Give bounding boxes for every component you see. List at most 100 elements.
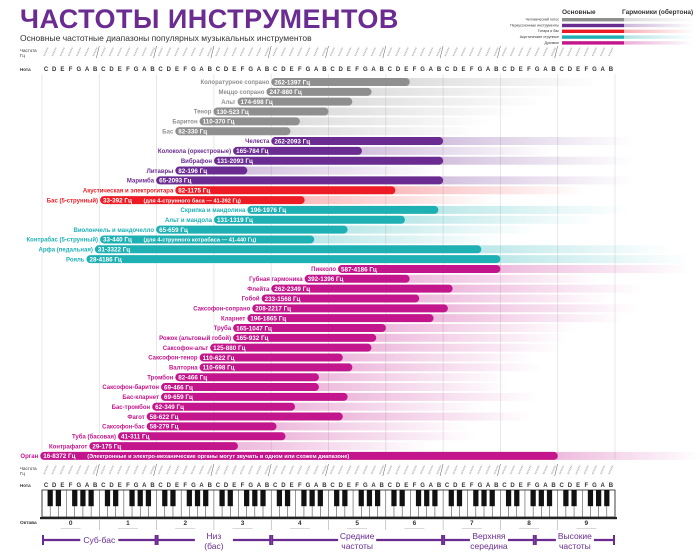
harmonics-bar	[338, 353, 534, 362]
legend-swatch-fundamental	[562, 35, 624, 39]
top-axis-note-letter: C	[216, 67, 221, 73]
range-label: 28-4186 Гц	[89, 256, 121, 263]
bottom-axis-freq-tick	[256, 464, 262, 475]
bottom-axis-note-letter: E	[576, 483, 580, 489]
top-axis-freq-tick	[256, 46, 262, 57]
harmonics-bar	[391, 186, 586, 195]
band-label: Суб-бас	[83, 535, 116, 545]
top-axis-note-letter: E	[576, 67, 580, 73]
instrument-label: Рояль	[66, 257, 85, 263]
instrument-row: Альт и мандола 131-1319 Гц	[165, 215, 596, 224]
instrument-row: Скрипка и мандолина 196-1976 Гц	[181, 205, 629, 214]
top-axis-freq-tick	[43, 46, 49, 57]
top-axis-freq-tick	[190, 46, 197, 57]
fundamental-bar	[214, 156, 444, 165]
legend-swatch-harmonics	[624, 18, 694, 22]
instrument-row: Виолончель и мандочелло 65-659 Гц	[74, 225, 538, 234]
range-label: 110-370 Гц	[203, 119, 235, 126]
range-label: 196-1976 Гц	[250, 207, 286, 214]
instrument-label: Челеста	[245, 139, 270, 145]
instrument-row: Меццо сопрано 247-880 Гц	[218, 87, 562, 96]
instrument-label: Валторна	[169, 366, 198, 372]
fundamental-bar	[233, 146, 362, 155]
range-label: 31-3322 Гц	[98, 247, 130, 254]
bottom-axis-note-letter: D	[52, 483, 57, 489]
top-axis-note-letter: C	[330, 67, 335, 73]
top-axis-note-letter: F	[241, 67, 245, 73]
instrument-label: Флейта	[247, 286, 270, 293]
harmonics-bar	[314, 383, 510, 392]
instrument-row: Литавры 82-196 Гц	[147, 166, 438, 175]
bottom-axis-freq-tick	[542, 464, 549, 475]
top-axis-freq-tick	[468, 46, 475, 57]
bottom-axis-note-letter: A	[486, 483, 491, 489]
fundamental-bar	[304, 274, 410, 283]
instrument-label: Гобой	[242, 296, 260, 303]
top-axis-freq-tick	[387, 46, 393, 57]
instrument-label: Контрафагот	[49, 443, 87, 450]
harmonics-bar	[243, 166, 438, 175]
fundamental-bar	[261, 294, 420, 303]
page-title: ЧАСТОТЫ ИНСТРУМЕНТОВ	[20, 4, 399, 34]
instrument-label: Туба (басовая)	[72, 433, 116, 440]
fundamental-bar	[117, 432, 286, 441]
top-axis-note-label: Нота	[20, 67, 31, 72]
top-axis-freq-tick	[370, 46, 377, 57]
top-axis-note-letter: G	[535, 67, 540, 73]
range-label: 165-1047 Гц	[236, 325, 272, 332]
instrument-row: Бас-кларнет 69-659 Гц	[122, 392, 538, 401]
harmonics-bar	[343, 392, 538, 401]
bottom-axis-freq-tick	[346, 464, 352, 475]
top-axis-note-letter: A	[601, 67, 606, 73]
legend-swatch-fundamental	[562, 41, 624, 45]
top-axis-note-letter: A	[314, 67, 319, 73]
black-key	[424, 490, 430, 507]
bottom-axis-freq-tick	[468, 464, 475, 475]
bottom-axis-freq-tick	[583, 464, 590, 475]
top-axis-freq-tick	[337, 46, 344, 57]
range-label: 233-1568 Гц	[265, 296, 301, 303]
bottom-axis-octave-slash	[267, 463, 272, 477]
top-axis-note-letter: E	[404, 67, 408, 73]
harmonics-bar	[372, 333, 567, 342]
harmonics-bar	[400, 215, 596, 224]
top-axis-note-letter: D	[224, 67, 229, 73]
harmonics-bar	[348, 97, 543, 106]
top-axis-freq-tick	[411, 46, 418, 57]
range-label: 58-622 Гц	[150, 414, 179, 421]
fundamental-bar	[266, 87, 372, 96]
top-axis-freq-tick	[452, 46, 459, 57]
harmonics-bar	[357, 146, 553, 155]
bottom-axis-freq-tick	[51, 464, 57, 475]
top-axis-octave-slash	[497, 45, 501, 59]
harmonics-bar	[233, 442, 429, 451]
instrument-row: Бас (5-струнный) 33-392 Гц (для 4-струнног…	[47, 196, 495, 204]
black-key	[88, 490, 94, 507]
harmonics-bar	[367, 87, 562, 96]
instrument-label: Фагот	[127, 415, 144, 421]
top-axis-freq-tick	[378, 46, 385, 57]
instrument-label: Бас-кларнет	[122, 395, 159, 401]
top-axis-octave-slash	[267, 45, 272, 59]
harmonics-bar	[324, 107, 519, 116]
range-label: 131-2093 Гц	[217, 158, 253, 165]
top-axis-freq-tick	[223, 46, 229, 57]
band-label: Верхняя	[472, 531, 506, 541]
range-label: 65-659 Гц	[159, 227, 188, 234]
top-axis-freq-tick	[67, 46, 74, 57]
range-label: 262-2349 Гц	[274, 286, 310, 293]
bottom-axis-freq-tick	[329, 464, 336, 475]
fundamental-bar	[338, 264, 501, 273]
top-axis-note-letter: G	[363, 67, 368, 73]
band-label: (бас)	[204, 541, 223, 551]
band-label: Высокие	[558, 531, 592, 541]
harmonics-bar	[405, 274, 600, 283]
black-key	[104, 490, 111, 507]
legend-item-label: Перкуссионные инструменты	[510, 23, 559, 27]
top-axis-freq-tick	[239, 46, 246, 57]
top-axis-freq-tick	[485, 46, 491, 57]
bottom-axis-note-letter: G	[478, 483, 483, 489]
fundamental-bar	[199, 353, 343, 362]
instrument-label: Литавры	[147, 169, 174, 175]
top-axis-note-letter: G	[191, 67, 196, 73]
